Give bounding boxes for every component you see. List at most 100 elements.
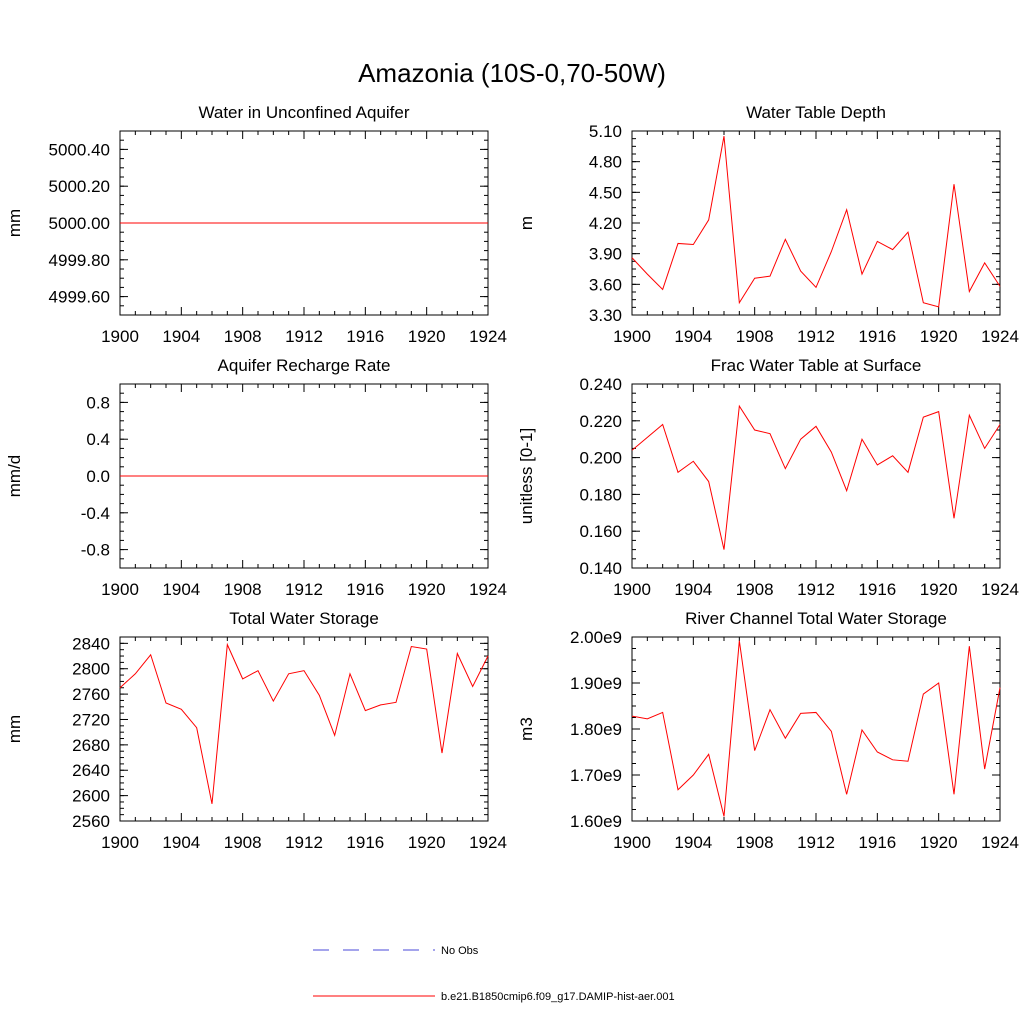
x-tick-label: 1908 [736, 580, 774, 599]
x-tick-label: 1900 [613, 327, 651, 346]
y-tick-label: 0.180 [579, 485, 622, 504]
series-line [631, 136, 1001, 308]
y-tick-label: 3.60 [589, 275, 622, 294]
panel-title: Water in Unconfined Aquifer [198, 103, 409, 122]
legend-label: b.e21.B1850cmip6.f09_g17.DAMIP-hist-aer.… [441, 991, 675, 1003]
x-tick-label: 1904 [162, 833, 200, 852]
x-tick-label: 1924 [981, 580, 1019, 599]
panel-1: Water in Unconfined Aquifer mm 1900 1904 190… [5, 103, 507, 346]
y-tick-label: 0.220 [579, 412, 622, 431]
y-tick-label: -0.4 [81, 504, 110, 523]
y-tick-label: 5000.40 [49, 140, 110, 159]
y-tick-label: 0.240 [579, 375, 622, 394]
y-tick-label: 2720 [72, 710, 110, 729]
x-tick-label: 1912 [797, 327, 835, 346]
panels: Water in Unconfined Aquifer mm 1900 1904 190… [5, 103, 1019, 852]
y-tick-label: 2840 [72, 634, 110, 653]
y-tick-label: 2640 [72, 761, 110, 780]
y-tick-label: 5.10 [589, 122, 622, 141]
x-tick-label: 1904 [674, 580, 712, 599]
y-tick-label: 4.50 [589, 183, 622, 202]
x-tick-label: 1916 [858, 580, 896, 599]
y-tick-label: 0.0 [86, 467, 110, 486]
y-axis-label: unitless [0-1] [517, 428, 536, 524]
x-tick-label: 1904 [162, 327, 200, 346]
panel-4: Frac Water Table at Surface unitless [0-1… [517, 356, 1019, 599]
x-tick-label: 1916 [858, 327, 896, 346]
y-axis-label: mm/d [5, 455, 24, 498]
x-tick-label: 1908 [736, 327, 774, 346]
x-tick-label: 1924 [469, 327, 507, 346]
y-axis-label: mm [5, 715, 24, 743]
x-tick-label: 1920 [920, 580, 958, 599]
legend-label: No Obs [441, 945, 479, 957]
y-tick-label: 0.8 [86, 393, 110, 412]
x-tick-label: 1920 [920, 327, 958, 346]
x-tick-label: 1900 [613, 580, 651, 599]
panel-3: Aquifer Recharge Rate mm/d 1900 1904 1908 191… [5, 356, 507, 599]
y-tick-label: 1.80e9 [570, 720, 622, 739]
y-tick-label: 0.4 [86, 430, 110, 449]
x-tick-label: 1908 [736, 833, 774, 852]
x-tick-label: 1912 [285, 580, 323, 599]
x-tick-label: 1904 [162, 580, 200, 599]
x-tick-label: 1920 [920, 833, 958, 852]
y-tick-label: 3.30 [589, 306, 622, 325]
x-tick-label: 1916 [346, 327, 384, 346]
x-tick-label: 1900 [101, 833, 139, 852]
x-tick-label: 1920 [408, 833, 446, 852]
y-tick-label: 0.140 [579, 559, 622, 578]
plot-frame [631, 383, 1001, 569]
y-tick-label: 2800 [72, 660, 110, 679]
y-tick-label: 4999.60 [49, 288, 110, 307]
x-tick-label: 1916 [346, 833, 384, 852]
y-tick-label: 4.80 [589, 153, 622, 172]
x-tick-label: 1924 [981, 833, 1019, 852]
y-tick-label: 2560 [72, 812, 110, 831]
x-tick-label: 1900 [101, 580, 139, 599]
x-tick-label: 1908 [224, 327, 262, 346]
x-tick-label: 1912 [285, 833, 323, 852]
x-tick-label: 1912 [797, 580, 835, 599]
panel-6: River Channel Total Water Storage m3 1900 1… [517, 609, 1019, 852]
y-tick-label: 2760 [72, 685, 110, 704]
x-tick-label: 1916 [858, 833, 896, 852]
x-tick-label: 1920 [408, 327, 446, 346]
y-axis-label: m3 [517, 717, 536, 741]
y-tick-label: 2600 [72, 787, 110, 806]
legend: No Obs b.e21.B1850cmip6.f09_g17.DAMIP-his… [313, 945, 675, 1003]
y-tick-label: 2680 [72, 736, 110, 755]
y-tick-label: 5000.20 [49, 177, 110, 196]
x-tick-label: 1900 [613, 833, 651, 852]
series-line [631, 640, 1001, 817]
panel-title: River Channel Total Water Storage [685, 609, 947, 628]
y-tick-label: 1.60e9 [570, 812, 622, 831]
y-axis-label: mm [5, 209, 24, 237]
x-tick-label: 1920 [408, 580, 446, 599]
panel-title: Frac Water Table at Surface [711, 356, 922, 375]
panel-2: Water Table Depth m 1900 1904 1908 1912 1916 19… [517, 103, 1019, 346]
x-tick-label: 1908 [224, 580, 262, 599]
series-line [631, 404, 1001, 550]
x-tick-label: 1924 [469, 833, 507, 852]
x-tick-label: 1908 [224, 833, 262, 852]
y-tick-label: 2.00e9 [570, 628, 622, 647]
series-line [119, 642, 489, 804]
x-tick-label: 1904 [674, 327, 712, 346]
y-tick-label: 0.160 [579, 522, 622, 541]
y-tick-label: 4.20 [589, 214, 622, 233]
panel-title: Total Water Storage [229, 609, 379, 628]
y-axis-label: m [517, 216, 536, 230]
x-tick-label: 1912 [797, 833, 835, 852]
y-tick-label: 1.90e9 [570, 674, 622, 693]
y-tick-label: -0.8 [81, 541, 110, 560]
figure-title: Amazonia (10S-0,70-50W) [358, 58, 666, 88]
plot-frame [119, 636, 489, 822]
panel-5: Total Water Storage mm 1900 1904 1908 1912 191… [5, 609, 507, 852]
y-tick-label: 3.90 [589, 245, 622, 264]
y-tick-label: 1.70e9 [570, 766, 622, 785]
panel-title: Water Table Depth [746, 103, 886, 122]
x-tick-label: 1924 [981, 327, 1019, 346]
y-tick-label: 4999.80 [49, 251, 110, 270]
x-tick-label: 1924 [469, 580, 507, 599]
